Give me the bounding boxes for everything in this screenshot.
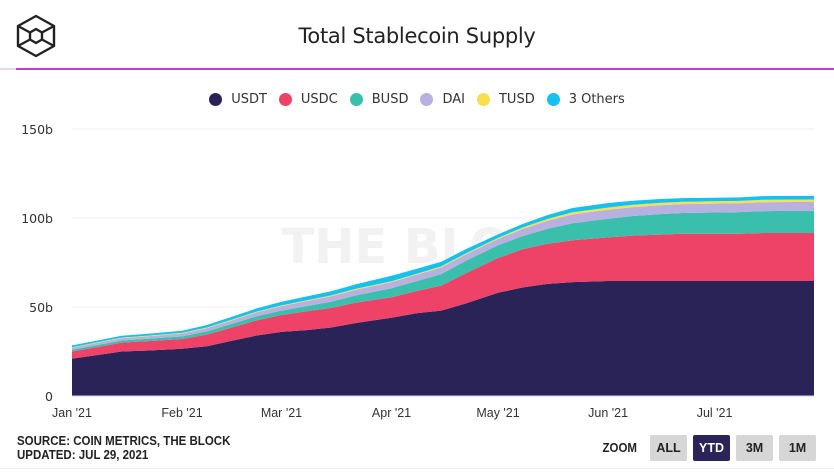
area-dai[interactable] xyxy=(72,202,814,350)
legend-swatch xyxy=(278,93,292,106)
legend-swatch xyxy=(420,93,434,106)
chart-legend: USDT USDC BUSD DAI TUSD 3 Others xyxy=(0,92,834,107)
bottom-divider xyxy=(0,468,834,469)
legend-item-tusd[interactable]: TUSD xyxy=(476,92,535,107)
source-note: SOURCE: COIN METRICS, THE BLOCK UPDATED:… xyxy=(17,434,230,462)
the-block-logo-icon xyxy=(16,14,56,58)
legend-item-usdt[interactable]: USDT xyxy=(209,92,267,107)
legend-swatch xyxy=(546,93,560,106)
area-usdt[interactable] xyxy=(72,281,814,396)
x-tick-label: Jan '21 xyxy=(52,406,92,420)
x-tick-label: Mar '21 xyxy=(261,406,302,420)
legend-label: DAI xyxy=(442,92,465,107)
y-tick-label: 50b xyxy=(29,300,53,315)
x-tick-label: Feb '21 xyxy=(161,406,202,420)
legend-item-usdc[interactable]: USDC xyxy=(278,92,338,107)
legend-swatch xyxy=(476,93,490,106)
legend-label: USDT xyxy=(231,92,267,107)
legend-label: USDC xyxy=(300,92,338,107)
zoom-3m-button[interactable]: 3M xyxy=(736,435,773,461)
x-tick-label: Jun '21 xyxy=(588,406,628,420)
header-divider xyxy=(16,68,834,70)
area-busd[interactable] xyxy=(72,210,814,352)
source-text: SOURCE: COIN METRICS, THE BLOCK xyxy=(17,434,231,448)
zoom-label: ZOOM xyxy=(602,441,637,455)
zoom-all-button[interactable]: ALL xyxy=(650,435,687,461)
zoom-ytd-button[interactable]: YTD xyxy=(693,435,730,461)
legend-item-busd[interactable]: BUSD xyxy=(349,92,409,107)
x-tick-label: Jul '21 xyxy=(697,406,733,420)
x-tick-label: May '21 xyxy=(476,406,519,420)
y-tick-label: 0 xyxy=(45,389,53,404)
legend-label: TUSD xyxy=(498,92,535,107)
area-usdc[interactable] xyxy=(72,233,814,359)
zoom-1m-button[interactable]: 1M xyxy=(779,435,816,461)
legend-swatch xyxy=(349,93,363,106)
x-tick-label: Apr '21 xyxy=(372,406,411,420)
legend-label: 3 Others xyxy=(568,92,625,107)
updated-text: UPDATED: JUL 29, 2021 xyxy=(17,448,149,462)
area-3-others[interactable] xyxy=(72,195,814,348)
legend-label: BUSD xyxy=(371,92,409,107)
legend-item-3-others[interactable]: 3 Others xyxy=(546,92,625,107)
header-divider-left xyxy=(0,68,16,70)
y-tick-label: 150b xyxy=(21,122,53,137)
zoom-controls: ZOOM ALL YTD 3M 1M xyxy=(601,435,816,461)
y-tick-label: 100b xyxy=(21,211,53,226)
legend-item-dai[interactable]: DAI xyxy=(420,92,465,107)
chart-title: Total Stablecoin Supply xyxy=(298,24,536,48)
legend-swatch xyxy=(209,93,223,106)
